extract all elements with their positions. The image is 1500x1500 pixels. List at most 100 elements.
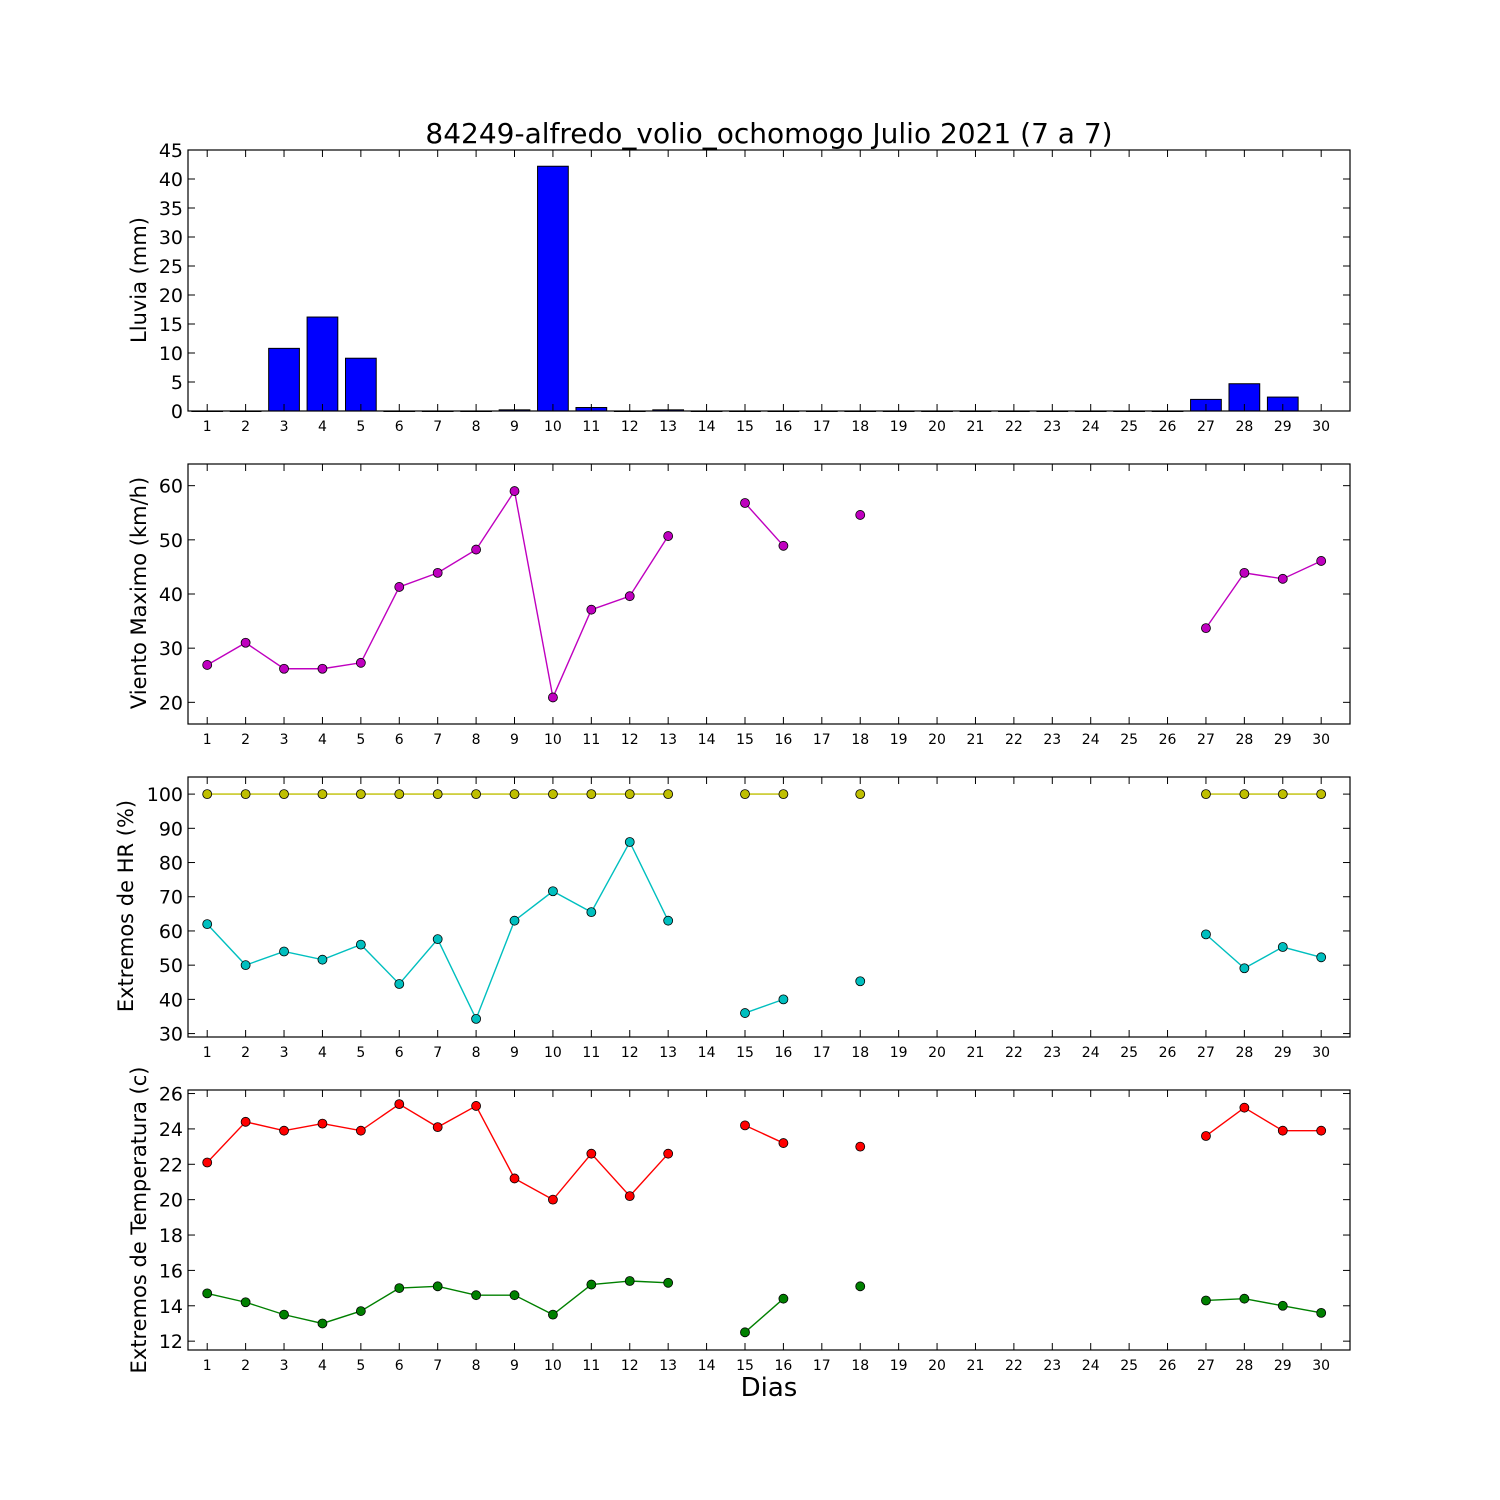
temperature-data-point [1201, 1131, 1211, 1141]
humidity-x-tick-label: 20 [928, 1045, 946, 1061]
temperature-data-point [855, 1141, 866, 1152]
temperature-data-point [202, 1288, 213, 1299]
wind-x-tick-label: 21 [967, 732, 985, 748]
humidity-x-tick-label: 6 [395, 1045, 404, 1061]
wind-series-1 [202, 486, 1327, 703]
temperature-y-tick-label: 20 [159, 1190, 183, 1212]
temperature-x-tick-label: 9 [510, 1358, 519, 1374]
wind-data-point [240, 637, 251, 648]
temperature-data-point [279, 1125, 289, 1136]
wind-y-tick-label: 60 [159, 476, 183, 498]
temperature-series-line [1205, 1106, 1322, 1137]
humidity-x-tick-label: 24 [1082, 1045, 1100, 1061]
temperature-data-point [240, 1116, 251, 1127]
humidity-y-tick-label: 70 [159, 887, 183, 909]
rain-y-tick-label: 15 [159, 314, 183, 336]
humidity-data-point [471, 789, 481, 800]
temperature-data-point [509, 1290, 520, 1301]
wind-data-point [355, 657, 366, 668]
temperature-x-tick-label: 29 [1274, 1358, 1292, 1374]
wind-x-tick-label: 26 [1159, 732, 1177, 748]
humidity-x-tick-label: 17 [813, 1045, 831, 1061]
humidity-data-point [509, 789, 520, 800]
humidity-x-tick-label: 3 [280, 1045, 289, 1061]
humidity-series-line [1205, 933, 1322, 970]
humidity-x-tick-label: 21 [967, 1045, 985, 1061]
rain-bar [306, 316, 339, 412]
humidity-data-point [855, 789, 866, 800]
rain-x-tick-label: 2 [241, 419, 250, 435]
temperature-data-point [509, 1173, 520, 1184]
temperature-y-tick-label: 24 [159, 1119, 183, 1141]
humidity-x-tick-label: 8 [472, 1045, 481, 1061]
temperature-data-point [1239, 1293, 1250, 1304]
humidity-y-tick-label: 90 [159, 818, 183, 840]
humidity-data-point [432, 789, 443, 800]
humidity-data-point [509, 915, 520, 926]
temperature-x-tick-label: 18 [851, 1358, 869, 1374]
rain-y-tick-label: 45 [159, 140, 183, 162]
wind-data-point [855, 510, 866, 520]
humidity-y-tick-label: 50 [159, 955, 183, 977]
temperature-series-1 [202, 1099, 1327, 1205]
rain-x-tick-label: 28 [1235, 419, 1253, 435]
rain-x-tick-label: 3 [280, 419, 289, 435]
humidity-data-point [202, 919, 213, 930]
temperature-x-tick-label: 1 [203, 1358, 212, 1374]
humidity-data-point [1239, 789, 1250, 800]
wind-x-tick-label: 22 [1005, 732, 1023, 748]
wind-x-tick-label: 7 [433, 732, 442, 748]
wind-x-tick-label: 30 [1312, 732, 1330, 748]
rain-x-tick-label: 24 [1082, 419, 1100, 435]
humidity-x-tick-label: 13 [659, 1045, 677, 1061]
temperature-x-tick-label: 28 [1235, 1358, 1253, 1374]
temperature-y-tick-label: 18 [159, 1225, 183, 1247]
temperature-data-point [279, 1309, 289, 1320]
humidity-data-point [471, 1013, 481, 1024]
rain-x-tick-label: 13 [659, 419, 677, 435]
temperature-axes-frame [187, 1089, 1351, 1351]
humidity-data-point [740, 1008, 750, 1018]
wind-x-tick-label: 14 [698, 732, 716, 748]
humidity-y-tick-label: 100 [147, 784, 183, 806]
rain-x-tick-label: 8 [472, 419, 481, 435]
humidity-x-tick-label: 9 [510, 1045, 519, 1061]
rain-plot-area [188, 150, 1350, 411]
humidity-axes-frame [187, 776, 1351, 1038]
humidity-x-tick-label: 22 [1005, 1045, 1023, 1061]
wind-data-point [624, 591, 635, 602]
humidity-plot-area [188, 777, 1350, 1037]
temperature-data-point [432, 1122, 443, 1133]
wind-x-tick-label: 24 [1082, 732, 1100, 748]
rain-y-tick-label: 20 [159, 285, 183, 307]
wind-data-point [279, 663, 289, 674]
wind-x-tick-label: 27 [1197, 732, 1215, 748]
humidity-x-tick-label: 30 [1312, 1045, 1330, 1061]
temperature-x-tick-label: 8 [472, 1358, 481, 1374]
humidity-x-tick-label: 12 [621, 1045, 639, 1061]
temperature-data-point [548, 1194, 558, 1205]
humidity-data-point [1277, 789, 1288, 800]
wind-x-tick-label: 2 [241, 732, 250, 748]
rain-bar [344, 357, 377, 412]
temperature-x-tick-label: 2 [241, 1358, 250, 1374]
temperature-x-tick-label: 11 [582, 1358, 600, 1374]
rain-x-tick-label: 18 [851, 419, 869, 435]
rain-x-tick-label: 21 [967, 419, 985, 435]
temperature-x-tick-label: 20 [928, 1358, 946, 1374]
humidity-data-point [624, 837, 635, 847]
wind-data-point [548, 692, 558, 703]
temperature-x-tick-label: 15 [736, 1358, 754, 1374]
temperature-x-tick-label: 30 [1312, 1358, 1330, 1374]
humidity-data-point [355, 939, 366, 950]
figure-title: 84249-alfredo_volio_ochomogo Julio 2021 … [425, 117, 1112, 150]
humidity-y-tick-label: 60 [159, 921, 183, 943]
temperature-plot-area [188, 1090, 1350, 1350]
rain-x-tick-label: 11 [582, 419, 600, 435]
temperature-data-point [1239, 1102, 1250, 1113]
wind-x-tick-label: 4 [318, 732, 327, 748]
wind-x-tick-label: 6 [395, 732, 404, 748]
